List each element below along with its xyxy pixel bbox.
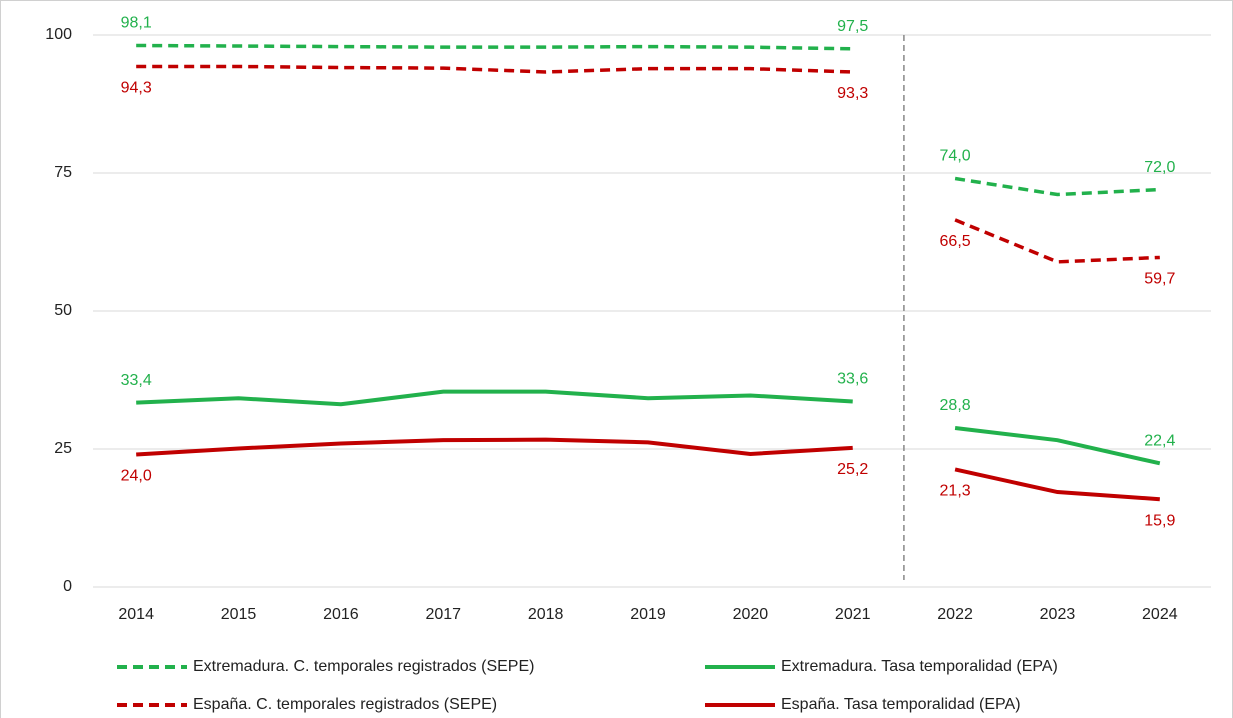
x-tick-label: 2024 <box>1142 606 1178 623</box>
data-label: 94,3 <box>121 80 152 97</box>
legend-label: España. C. temporales registrados (SEPE) <box>193 696 497 713</box>
x-tick-label: 2014 <box>118 606 154 623</box>
x-tick-label: 2023 <box>1040 606 1076 623</box>
series-line <box>954 426 1161 466</box>
series-line <box>954 176 1160 197</box>
data-label: 66,5 <box>940 233 971 250</box>
x-tick-label: 2021 <box>835 606 871 623</box>
legend-label: España. Tasa temporalidad (EPA) <box>781 696 1021 713</box>
data-label: 21,3 <box>940 483 971 500</box>
y-tick-label: 75 <box>54 164 72 181</box>
data-label: 15,9 <box>1144 512 1175 529</box>
data-label: 28,8 <box>940 397 971 414</box>
legend-label: Extremadura. Tasa temporalidad (EPA) <box>781 658 1058 675</box>
x-tick-label: 2017 <box>425 606 461 623</box>
x-tick-label: 2022 <box>937 606 973 623</box>
data-label: 98,1 <box>121 15 152 32</box>
x-tick-label: 2020 <box>733 606 769 623</box>
data-label: 93,3 <box>837 85 868 102</box>
data-label: 59,7 <box>1144 271 1175 288</box>
x-tick-label: 2019 <box>630 606 666 623</box>
data-label: 33,6 <box>837 371 868 388</box>
data-label: 24,0 <box>121 468 152 485</box>
data-label: 97,5 <box>837 18 868 35</box>
y-tick-label: 50 <box>54 302 72 319</box>
data-label: 74,0 <box>940 148 971 165</box>
series-line <box>954 218 1160 264</box>
y-tick-label: 0 <box>63 578 72 595</box>
series-line <box>954 467 1160 502</box>
y-tick-label: 100 <box>45 26 72 43</box>
series-line <box>136 64 853 74</box>
data-label: 22,4 <box>1144 433 1175 450</box>
data-label: 72,0 <box>1144 159 1175 176</box>
data-label: 25,2 <box>837 461 868 478</box>
series-line <box>136 43 853 51</box>
x-tick-label: 2018 <box>528 606 564 623</box>
x-tick-label: 2015 <box>221 606 257 623</box>
x-tick-label: 2016 <box>323 606 359 623</box>
y-tick-label: 25 <box>54 440 72 457</box>
series-line <box>136 389 853 407</box>
legend-label: Extremadura. C. temporales registrados (… <box>193 658 534 675</box>
data-label: 33,4 <box>121 372 152 389</box>
series-line <box>136 437 853 457</box>
